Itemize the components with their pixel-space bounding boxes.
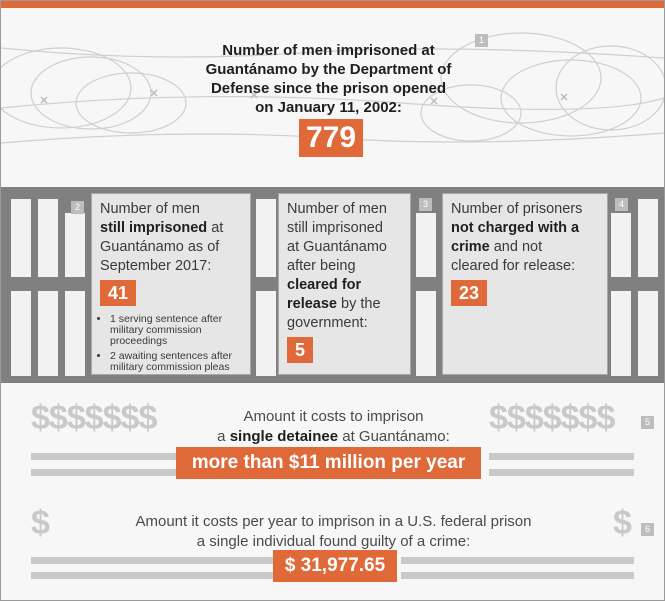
text: government: — [287, 315, 368, 331]
bullet-list: 1 serving sentence after military commis… — [100, 314, 242, 373]
text: Guantánamo as of — [100, 239, 220, 255]
not-charged-panel: Number of prisoners not charged with a c… — [442, 193, 608, 375]
section-number-6: 6 — [641, 523, 654, 536]
top-accent-bar — [1, 1, 664, 8]
text-bold: still imprisoned — [100, 220, 208, 236]
divider-line — [489, 453, 634, 460]
divider-line — [401, 572, 634, 579]
text: at Guantánamo — [287, 239, 387, 255]
panel-text: Number of prisoners not charged with a c… — [451, 200, 599, 276]
text: Number of prisoners — [451, 201, 583, 217]
section1-title-line: Guantánamo by the Department of — [205, 61, 452, 78]
bar — [38, 199, 58, 277]
divider-line — [401, 557, 634, 564]
text: cleared for release: — [451, 258, 576, 274]
text: after being — [287, 258, 356, 274]
text: September 2017: — [100, 258, 212, 274]
divider-line — [31, 469, 176, 476]
bullet-item: 2 awaiting sentences after military comm… — [110, 351, 242, 373]
cleared-value: 5 — [287, 337, 314, 363]
text: Number of men — [287, 201, 387, 217]
text: Amount it costs per year to imprison in … — [135, 513, 532, 530]
text: by the — [337, 296, 381, 312]
bar — [638, 291, 658, 376]
text: a single individual found guilty of a cr… — [196, 533, 471, 550]
section1-title-line: on January 11, 2002: — [255, 99, 402, 116]
text-bold: crime — [451, 239, 490, 255]
text: still imprisoned — [287, 220, 383, 236]
text: at — [207, 220, 224, 236]
text: at Guantánamo: — [338, 428, 450, 445]
section1-title-line: Defense since the prison opened — [210, 80, 447, 97]
section1-title: Number of men imprisoned at Guantánamo b… — [191, 41, 466, 117]
text-bold: release — [287, 296, 337, 312]
text-bold: not charged with a — [451, 220, 580, 236]
text-bold: cleared for — [287, 277, 362, 293]
bar — [638, 199, 658, 277]
section-number-5: 5 — [641, 416, 654, 429]
bar — [256, 291, 276, 376]
not-charged-value: 23 — [451, 280, 488, 306]
bar — [38, 291, 58, 376]
text: Number of men — [100, 201, 200, 217]
dollar-sign-right: $ — [613, 504, 632, 542]
still-imprisoned-value: 41 — [100, 280, 137, 306]
divider-line — [31, 557, 273, 564]
bar — [11, 199, 31, 277]
divider-line — [31, 453, 176, 460]
guantanamo-cost-text: Amount it costs to imprison a single det… — [171, 407, 496, 447]
bar — [611, 213, 631, 277]
text: a — [217, 428, 230, 445]
section-number-4: 4 — [615, 198, 628, 211]
section1-title-line: Number of men imprisoned at — [222, 42, 435, 59]
section-number-2: 2 — [71, 201, 84, 214]
cleared-for-release-panel: Number of men still imprisoned at Guantá… — [278, 193, 411, 375]
bar — [611, 291, 631, 376]
panel-text: Number of men still imprisoned at Guantá… — [287, 200, 402, 333]
divider-line — [31, 572, 273, 579]
bar — [65, 213, 85, 277]
divider-line — [489, 469, 634, 476]
total-imprisoned-value: 779 — [299, 119, 363, 157]
federal-prison-cost-text: Amount it costs per year to imprison in … — [101, 512, 566, 552]
bar — [256, 199, 276, 277]
bar — [65, 291, 85, 376]
dollar-sign-left: $ — [31, 504, 50, 542]
bullet-item: 1 serving sentence after military commis… — [110, 314, 242, 347]
still-imprisoned-panel: Number of men still imprisoned at Guantá… — [91, 193, 251, 375]
text-bold: single detainee — [229, 428, 339, 445]
guantanamo-cost-value: more than $11 million per year — [176, 447, 481, 479]
bar — [11, 291, 31, 376]
section-number-1: 1 — [475, 34, 488, 47]
text: and not — [489, 239, 543, 255]
bar — [416, 213, 436, 277]
dollar-signs-left: $$$$$$$ — [31, 399, 157, 437]
federal-prison-cost-value: $ 31,977.65 — [273, 550, 397, 582]
bar — [416, 291, 436, 376]
dollar-signs-right: $$$$$$$ — [489, 399, 615, 437]
section-number-3: 3 — [419, 198, 432, 211]
text: Amount it costs to imprison — [243, 408, 424, 425]
panel-text: Number of men still imprisoned at Guantá… — [100, 200, 242, 276]
